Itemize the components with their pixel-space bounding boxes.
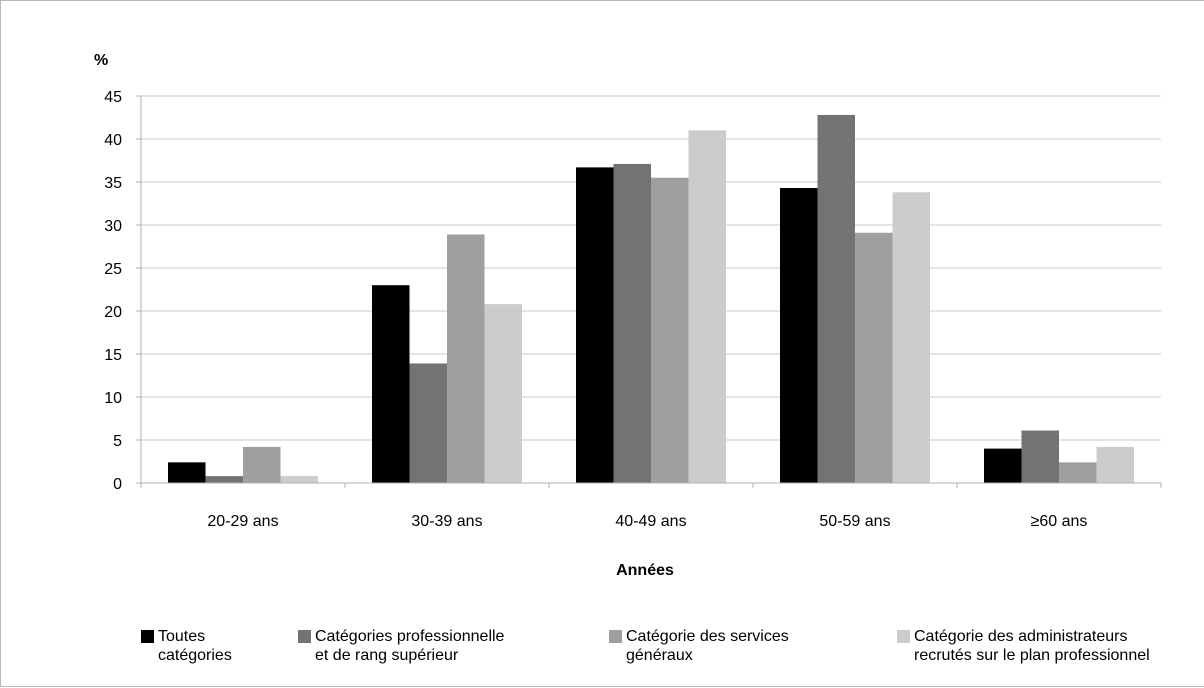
legend-label: Toutes catégories — [158, 628, 232, 664]
bar — [817, 114, 855, 484]
x-tick-label: 50-59 ans — [819, 513, 890, 530]
x-tick-label: ≥60 ans — [1031, 513, 1088, 530]
legend-label: Catégories professionnelle et de rang su… — [315, 628, 505, 664]
bar — [243, 446, 281, 483]
bar — [1059, 462, 1097, 483]
legend-swatch — [141, 630, 154, 643]
legend-item: Catégories professionnelle et de rang su… — [298, 627, 504, 665]
bar — [688, 130, 726, 483]
bar — [613, 163, 651, 483]
axes: 0 5 10 15 20 25 30 35 40 45 20-29 ans 30-39 ans 40-4… — [104, 89, 1162, 530]
y-tick-label: 5 — [113, 433, 122, 450]
bar — [168, 462, 206, 483]
bar — [205, 476, 243, 483]
y-tick-label: 0 — [113, 476, 122, 493]
bar — [892, 192, 930, 483]
legend-swatch — [609, 630, 622, 643]
y-tick-label: 30 — [104, 218, 122, 235]
bar — [855, 232, 893, 483]
legend-label: Catégorie des services généraux — [626, 628, 789, 664]
bar — [372, 285, 410, 483]
bars — [168, 114, 1134, 484]
legend-label: Catégorie des administrateurs recrutés s… — [914, 628, 1150, 664]
legend-item: Catégorie des services généraux — [609, 627, 789, 665]
y-tick-label: 20 — [104, 304, 122, 321]
x-tick-label: 20-29 ans — [207, 513, 278, 530]
x-tick-label: 40-49 ans — [615, 513, 686, 530]
x-axis-title: Années — [616, 562, 674, 579]
y-tick-label: 10 — [104, 390, 122, 407]
bar — [576, 167, 614, 483]
x-tick-label: 30-39 ans — [411, 513, 482, 530]
bar — [984, 448, 1022, 483]
legend-swatch — [298, 630, 311, 643]
bar — [780, 188, 818, 483]
legend-swatch — [897, 630, 910, 643]
bar — [1096, 446, 1134, 483]
y-tick-label: 25 — [104, 261, 122, 278]
bar — [447, 234, 485, 483]
y-tick-label: 45 — [104, 89, 122, 106]
legend-item: Catégorie des administrateurs recrutés s… — [897, 627, 1150, 665]
y-tick-label: 40 — [104, 132, 122, 149]
bar — [409, 363, 447, 483]
y-tick-label: 15 — [104, 347, 122, 364]
bar — [280, 476, 318, 483]
legend: Toutes catégories Catégories professionne… — [141, 627, 1204, 687]
bar — [651, 177, 689, 483]
bar — [1021, 430, 1059, 483]
bar — [484, 304, 522, 483]
legend-item: Toutes catégories — [141, 627, 232, 665]
y-axis-title: % — [94, 52, 108, 69]
y-tick-label: 35 — [104, 175, 122, 192]
